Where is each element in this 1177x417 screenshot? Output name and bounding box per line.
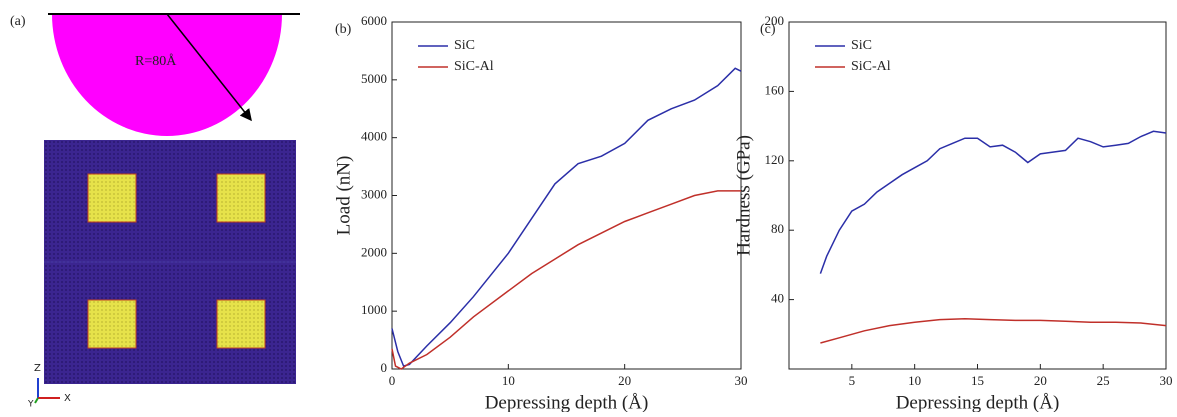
particle bbox=[216, 299, 266, 349]
y-tick-label: 200 bbox=[765, 13, 785, 28]
x-axis-label: Depressing depth (Å) bbox=[485, 392, 649, 412]
x-tick-label: 10 bbox=[908, 373, 921, 388]
x-tick-label: 5 bbox=[849, 373, 856, 388]
legend-label: SiC bbox=[851, 38, 872, 53]
y-tick-label: 3000 bbox=[361, 186, 387, 201]
y-axis-label: Hardness (GPa) bbox=[733, 135, 754, 256]
x-tick-label: 20 bbox=[1034, 373, 1047, 388]
y-tick-label: 5000 bbox=[361, 71, 387, 86]
axis-x-label: X bbox=[64, 393, 71, 404]
axis-y bbox=[34, 397, 39, 404]
x-tick-label: 30 bbox=[735, 373, 748, 388]
x-tick-label: 10 bbox=[502, 373, 515, 388]
legend-label: SiC-Al bbox=[454, 59, 494, 74]
panel-label: (c) bbox=[760, 22, 776, 37]
y-axis-label: Load (nN) bbox=[333, 156, 354, 236]
panel-label: (b) bbox=[335, 22, 352, 37]
y-tick-label: 1000 bbox=[361, 302, 387, 317]
y-tick-label: 80 bbox=[771, 221, 784, 236]
y-tick-label: 2000 bbox=[361, 244, 387, 259]
legend-label: SiC-Al bbox=[851, 59, 891, 74]
indenter bbox=[52, 14, 282, 136]
y-tick-label: 6000 bbox=[361, 13, 387, 28]
series-line bbox=[391, 190, 741, 370]
particle bbox=[87, 299, 137, 349]
schematic: (a) R=80Å Z X Y bbox=[10, 13, 300, 410]
particle bbox=[87, 173, 137, 223]
x-tick-label: 25 bbox=[1097, 373, 1110, 388]
x-tick-label: 0 bbox=[389, 373, 396, 388]
axis-z-label: Z bbox=[34, 363, 41, 374]
x-axis-label: Depressing depth (Å) bbox=[896, 392, 1060, 412]
x-tick-label: 30 bbox=[1160, 373, 1173, 388]
y-tick-label: 40 bbox=[771, 291, 784, 306]
radius-arrow bbox=[166, 13, 252, 122]
panel-label: (a) bbox=[10, 14, 26, 29]
particle bbox=[216, 173, 266, 223]
legend-label: SiC bbox=[454, 38, 475, 53]
x-tick-label: 15 bbox=[971, 373, 984, 388]
series-line bbox=[820, 317, 1167, 344]
y-tick-label: 120 bbox=[765, 152, 785, 167]
plot-frame bbox=[788, 21, 1167, 370]
axis-y-label: Y bbox=[27, 400, 34, 410]
x-tick-label: 20 bbox=[618, 373, 631, 388]
series-line bbox=[819, 130, 1167, 274]
series-line bbox=[391, 67, 742, 368]
plot-frame bbox=[391, 21, 742, 370]
y-tick-label: 0 bbox=[381, 360, 388, 375]
y-tick-label: 160 bbox=[765, 82, 785, 97]
y-tick-label: 4000 bbox=[361, 129, 387, 144]
radius-label: R=80Å bbox=[135, 53, 177, 69]
